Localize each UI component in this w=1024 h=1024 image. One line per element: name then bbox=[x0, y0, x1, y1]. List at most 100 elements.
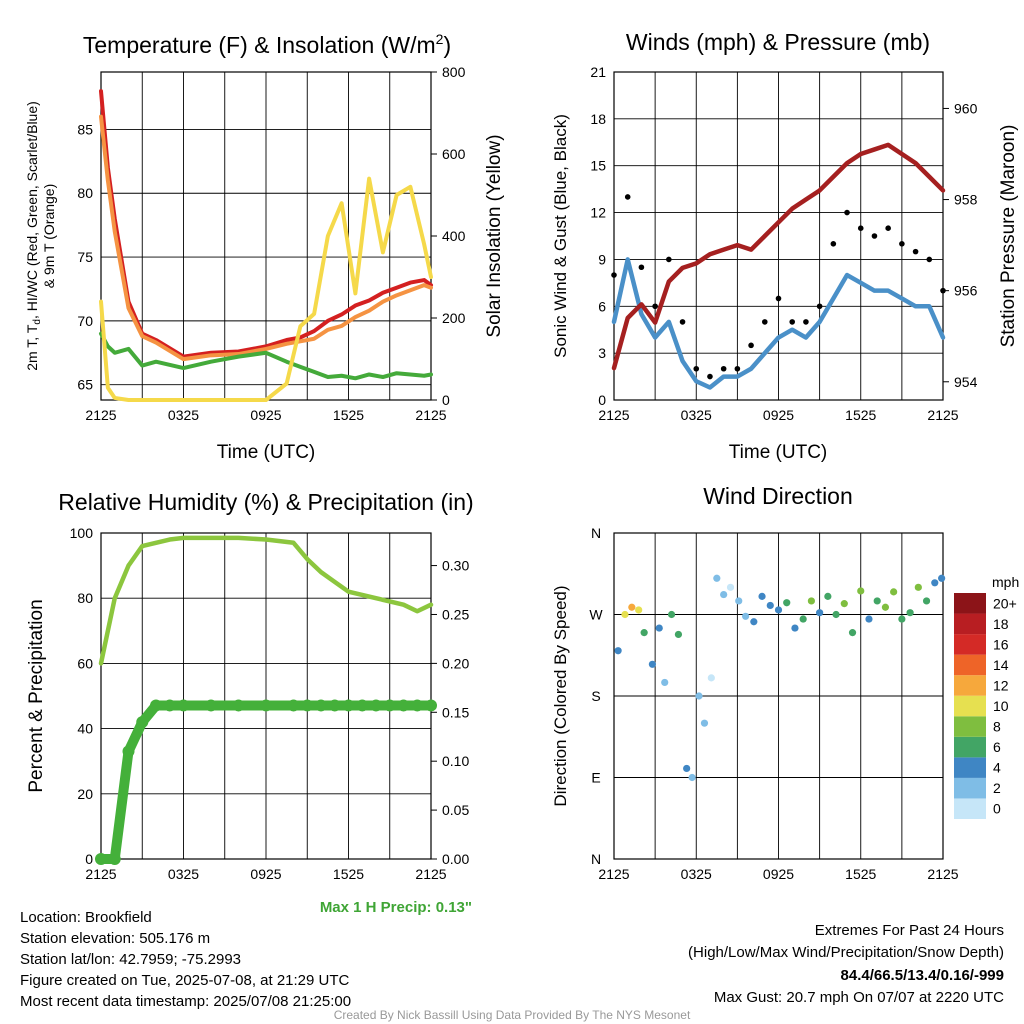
wind-direction-point bbox=[742, 612, 750, 620]
wind-direction-point bbox=[890, 588, 898, 596]
y-tick-label: 12 bbox=[590, 205, 606, 221]
y-tick-label: W bbox=[589, 607, 603, 623]
gust-point bbox=[926, 256, 933, 263]
wind-direction-point bbox=[938, 574, 946, 582]
x-tick-label: 0925 bbox=[763, 407, 794, 423]
wind-direction-point bbox=[688, 773, 696, 782]
gust-point bbox=[638, 264, 645, 271]
y-tick-label: S bbox=[591, 688, 600, 704]
colorbar-label: 18 bbox=[993, 616, 1009, 632]
humidity-series bbox=[95, 535, 437, 865]
y-tick-label: 60 bbox=[77, 655, 93, 671]
gust-point bbox=[611, 272, 617, 278]
y-tick-label: 21 bbox=[590, 64, 606, 80]
y-tick-label: 80 bbox=[77, 185, 93, 201]
humidity-grid bbox=[100, 532, 432, 860]
x-tick-label: 0925 bbox=[250, 866, 281, 882]
x-tick-label: 1525 bbox=[845, 866, 876, 882]
temperature-series bbox=[99, 89, 433, 402]
precip-line bbox=[101, 700, 431, 864]
x-tick-label: 0325 bbox=[168, 866, 199, 882]
x-tick-label: 2125 bbox=[415, 407, 446, 423]
colorbar-label: 6 bbox=[993, 739, 1001, 755]
wind-direction-point bbox=[726, 583, 735, 591]
colorbar-swatch bbox=[954, 777, 986, 799]
gust-point bbox=[761, 319, 768, 325]
credit-line: Created By Nick Bassill Using Data Provi… bbox=[334, 1008, 691, 1022]
y-tick-label: 85 bbox=[77, 121, 93, 137]
gust-point bbox=[624, 194, 631, 200]
gust-point bbox=[652, 303, 658, 310]
gust-point bbox=[871, 233, 878, 239]
y-tick-label: E bbox=[591, 770, 600, 786]
colorbar-swatch bbox=[954, 716, 986, 737]
temperature-chart-title: Temperature (F) & Insolation (W/m2) bbox=[83, 31, 451, 58]
wind-direction-points bbox=[614, 574, 946, 782]
wind-direction-point bbox=[707, 674, 715, 682]
wind-direction-point bbox=[848, 629, 857, 637]
temperature-x-axis-label: Time (UTC) bbox=[217, 442, 316, 463]
colorbar-label: 14 bbox=[993, 657, 1009, 673]
colorbar-swatch bbox=[954, 695, 986, 717]
colorbar-label: 20+ bbox=[993, 595, 1017, 611]
winds-panel: Winds (mph) & Pressure (mb) 2125 0325 0925… bbox=[551, 29, 1019, 463]
extremes-subtitle: (High/Low/Max Wind/Precipitation/Snow De… bbox=[688, 944, 1004, 961]
y2-tick-label: 800 bbox=[442, 64, 466, 80]
x-tick-label: 1525 bbox=[333, 866, 364, 882]
winds-y-axis-label: Sonic Wind & Gust (Blue, Black) bbox=[551, 114, 570, 358]
x-tick-label: 0925 bbox=[250, 407, 281, 423]
humidity-tick-labels: 2125 0325 0925 1525 21250204060801000.000.05… bbox=[70, 525, 470, 882]
wind-direction-point bbox=[791, 624, 799, 632]
humidity-y-axis-label: Percent & Precipitation bbox=[26, 599, 47, 792]
y2-tick-label: 958 bbox=[954, 192, 978, 208]
temperature-y-axis-label: 2m T, Td, HI/WC (Red, Green, Scarlet/Blu… bbox=[24, 101, 43, 371]
colorbar-swatch bbox=[954, 593, 986, 614]
y-tick-label: 3 bbox=[598, 345, 606, 361]
y-tick-label: 65 bbox=[77, 377, 93, 393]
speed-colorbar: 0 2 4 6 8 10 12 14 16 18 20+ bbox=[954, 593, 1017, 819]
wind-direction-point bbox=[873, 597, 881, 605]
wind-direction-y-axis-label: Direction (Colored By Speed) bbox=[551, 585, 570, 806]
wind-direction-point bbox=[648, 660, 656, 668]
y-tick-label: N bbox=[591, 851, 601, 867]
wind-direction-grid bbox=[613, 533, 944, 859]
x-tick-label: 2125 bbox=[415, 866, 446, 882]
wind-direction-point bbox=[857, 587, 865, 595]
station-location: Location: Brookfield bbox=[20, 909, 152, 926]
wind-direction-point bbox=[832, 610, 840, 619]
gust-point bbox=[693, 365, 700, 372]
x-tick-label: 0925 bbox=[763, 866, 794, 882]
wind-direction-point bbox=[931, 579, 939, 587]
colorbar-swatch bbox=[954, 798, 986, 819]
colorbar-label: 10 bbox=[993, 698, 1009, 714]
x-tick-label: 1525 bbox=[845, 407, 876, 423]
series-line bbox=[611, 257, 946, 390]
wind-direction-point bbox=[700, 719, 709, 727]
wind-direction-point bbox=[898, 615, 906, 623]
gust-point bbox=[885, 225, 891, 231]
gust-point bbox=[899, 241, 905, 247]
y2-tick-label: 200 bbox=[442, 310, 466, 326]
gust-point bbox=[666, 256, 672, 263]
y2-tick-label: 0 bbox=[442, 392, 450, 408]
x-tick-label: 2125 bbox=[85, 866, 116, 882]
x-tick-label: 0325 bbox=[681, 407, 712, 423]
gust-point bbox=[857, 225, 864, 231]
wind-direction-chart-title: Wind Direction bbox=[703, 483, 853, 509]
x-tick-label: 2125 bbox=[598, 866, 629, 882]
series-line bbox=[99, 331, 433, 381]
y-tick-label: 0 bbox=[598, 392, 606, 408]
y2-tick-label: 954 bbox=[954, 374, 978, 390]
x-tick-label: 1525 bbox=[333, 407, 364, 423]
colorbar-swatch bbox=[954, 757, 986, 778]
y2-tick-label: 600 bbox=[442, 146, 466, 162]
wind-direction-point bbox=[799, 615, 807, 623]
winds-chart-title: Winds (mph) & Pressure (mb) bbox=[626, 29, 930, 55]
colorbar-label: 8 bbox=[993, 719, 1001, 735]
series-line bbox=[98, 535, 434, 666]
colorbar-label: 12 bbox=[993, 677, 1009, 693]
gust-point bbox=[912, 248, 919, 255]
y-tick-label: 70 bbox=[77, 313, 93, 329]
y-tick-label: 80 bbox=[77, 590, 93, 606]
